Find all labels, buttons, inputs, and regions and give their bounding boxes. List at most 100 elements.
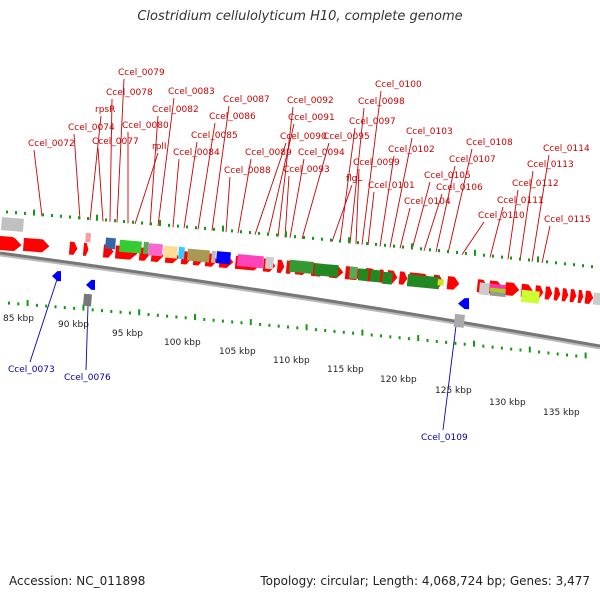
top-tick [222, 225, 224, 232]
bottom-tick [547, 351, 550, 355]
bottom-tick [389, 335, 392, 339]
bottom-tick [435, 339, 438, 343]
top-tick [105, 218, 107, 222]
bottom-tick [342, 330, 345, 334]
top-tick [393, 244, 395, 248]
bottom-tick [175, 315, 178, 319]
scale-labels: 85 kbp 90 kbp 95 kbp 100 kbp 105 kbp 110 kbp 1… [3, 314, 580, 418]
feature-box [381, 271, 393, 285]
scale-label: 85 kbp [3, 314, 34, 324]
bottom-tick [538, 350, 541, 354]
label-leader-line [85, 306, 89, 371]
scale-label: 130 kbp [489, 398, 526, 408]
feature-box [489, 283, 506, 290]
bottom-tick [91, 308, 94, 312]
forward-gene-label: Ccel_0100 [375, 80, 422, 90]
forward-gene-arrow [446, 276, 460, 290]
top-tick [24, 211, 26, 215]
forward-gene-label: Ccel_0074 [68, 123, 115, 133]
bottom-tick [166, 314, 169, 318]
bottom-tick [119, 310, 122, 314]
forward-gene-label: Ccel_0086 [209, 112, 256, 122]
label-leader-line [423, 193, 443, 251]
forward-gene-label: Ccel_0089 [245, 148, 292, 158]
forward-gene-arrow [504, 282, 520, 296]
label-leader-line [447, 148, 473, 254]
label-leader-line [435, 165, 456, 253]
bottom-tick [221, 319, 224, 323]
top-tick [420, 247, 422, 251]
accession-text: Accession: NC_011898 [9, 574, 146, 588]
scale-label: 100 kbp [164, 338, 201, 348]
feature-box [453, 313, 465, 328]
top-tick [375, 242, 377, 246]
forward-gene-label: flgL [346, 174, 362, 184]
top-tick [312, 236, 314, 240]
reverse-gene-arrow [52, 271, 61, 282]
scale-label: 90 kbp [58, 320, 89, 330]
feature-box [313, 263, 339, 278]
bottom-tick [426, 338, 429, 342]
label-leader-line [89, 115, 102, 221]
label-leader-line [461, 221, 485, 255]
bottom-tick [491, 345, 494, 349]
feature-box [592, 292, 600, 306]
bottom-tick [500, 346, 503, 350]
forward-gene-label: Ccel_0103 [406, 127, 453, 137]
forward-gene-label: rplI [152, 142, 167, 152]
top-tick [573, 263, 575, 267]
bottom-tick [287, 325, 289, 329]
scale-label: 135 kbp [543, 408, 580, 418]
top-tick [159, 220, 161, 227]
scale-label: 125 kbp [435, 386, 472, 396]
top-tick [429, 248, 431, 252]
forward-gene-label: Ccel_0112 [512, 179, 559, 189]
tick-row-bottom [8, 300, 587, 359]
bottom-tick [463, 342, 466, 346]
forward-gene-label: Ccel_0108 [466, 138, 513, 148]
label-leader-line [97, 147, 104, 222]
feature-box [288, 259, 314, 274]
bottom-tick [361, 329, 364, 336]
top-tick [483, 253, 485, 257]
forward-gene-arrow [561, 288, 569, 302]
top-tick [213, 227, 215, 231]
top-tick [204, 226, 206, 230]
bottom-tick [35, 303, 38, 307]
forward-gene-label: Ccel_0082 [152, 105, 199, 115]
top-tick [141, 221, 143, 225]
bottom-tick [575, 354, 578, 358]
backbone [0, 251, 600, 348]
top-tick [123, 219, 125, 223]
top-tick [6, 210, 8, 214]
backbone-shadow [0, 253, 600, 350]
top-tick [546, 260, 548, 264]
label-leader-line [237, 158, 252, 234]
bottom-tick [370, 333, 373, 337]
bottom-tick [380, 334, 382, 338]
top-tick [402, 245, 404, 249]
forward-gene-label: Ccel_0077 [92, 137, 139, 147]
top-tick [42, 213, 44, 217]
feature-box [186, 248, 210, 263]
bottom-tick [407, 337, 410, 341]
bottom-tick [17, 302, 20, 306]
feature-box [437, 279, 444, 286]
bottom-tick [231, 320, 234, 324]
forward-gene-label: Ccel_0113 [527, 160, 574, 170]
feature-box [348, 266, 358, 280]
gene-labels: Ccel_0072 Ccel_0074 rpsR Ccel_0077 Ccel_0078… [8, 68, 591, 443]
label-leader-line [149, 115, 159, 226]
feature-box [478, 282, 490, 296]
label-leader-line [116, 78, 125, 223]
feature-box [357, 268, 369, 282]
top-tick [276, 233, 278, 237]
feature-box [177, 246, 185, 260]
bottom-tick [138, 309, 141, 316]
bottom-tick [147, 313, 150, 317]
forward-gene-label: Ccel_0107 [449, 155, 496, 165]
label-leader-line [367, 191, 375, 246]
bottom-tick [101, 309, 103, 313]
forward-gene-label: Ccel_0072 [28, 139, 75, 149]
label-leader-line [225, 176, 231, 232]
